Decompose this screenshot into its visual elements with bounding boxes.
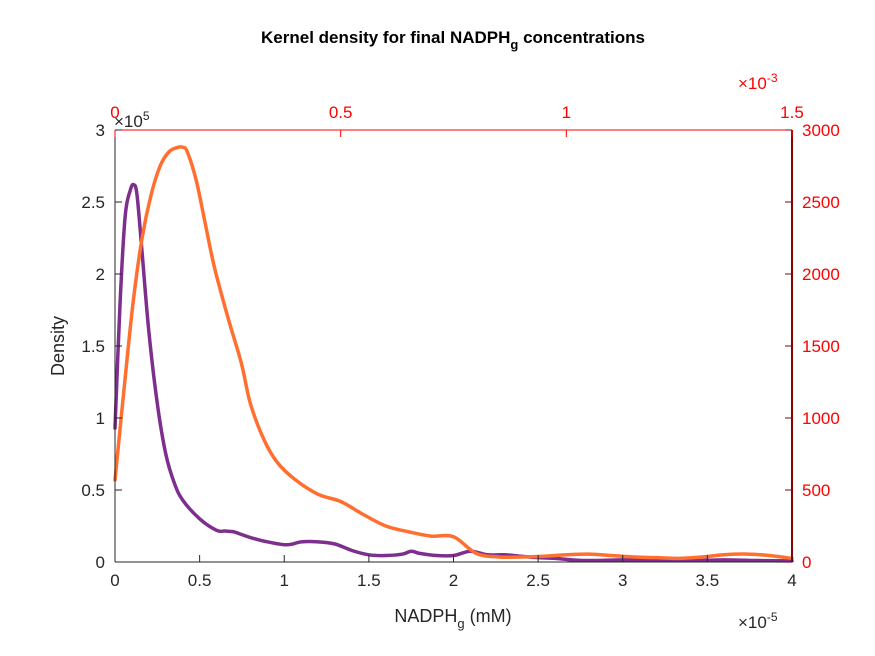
x-axis-label-subscript: g <box>457 616 464 631</box>
left-axis-tick-label: 0 <box>96 553 105 572</box>
bottom-axis-tick-label: 2 <box>449 571 458 590</box>
left-axis-exponent-base: ×10 <box>114 112 143 131</box>
bottom-axis-exponent-power: -5 <box>767 610 778 624</box>
left-axis-tick-label: 1.5 <box>81 337 105 356</box>
right-axis-tick-label: 3000 <box>802 121 840 140</box>
left-axis-exponent: ×105 <box>114 109 150 131</box>
bottom-axis-tick-label: 3 <box>618 571 627 590</box>
series-line-purple <box>113 182 794 563</box>
bottom-axis-tick-label: 1 <box>280 571 289 590</box>
top-axis-tick-label: 0 <box>110 103 119 122</box>
x-axis-label-suffix: (mM) <box>465 606 512 626</box>
x-axis-label-main: NADPH <box>394 606 457 626</box>
top-axis-tick-label: 1.5 <box>780 103 804 122</box>
left-axis-tick-label: 2.5 <box>81 193 105 212</box>
bottom-axis-exponent-base: ×10 <box>738 613 767 632</box>
chart-title: Kernel density for final NADPHg concentr… <box>261 28 645 52</box>
bottom-axis-tick-label: 1.5 <box>357 571 381 590</box>
axes-layer: 0 0.5 1 1.5 2 2.5 3 3.5 400.511.522.530 0.5 1 1.505… <box>81 103 839 590</box>
chart-title-subscript: g <box>510 37 518 52</box>
left-axis-tick-label: 1 <box>96 409 105 428</box>
top-axis-exponent-base: ×10 <box>738 74 767 93</box>
x-axis-label: NADPHg (mM) <box>394 606 511 631</box>
bottom-axis-tick-label: 2.5 <box>526 571 550 590</box>
bottom-axis-tick-label: 3.5 <box>696 571 720 590</box>
bottom-axis-tick-label: 0 <box>110 571 119 590</box>
top-axis-exponent: ×10-3 <box>738 71 778 93</box>
bottom-axis-tick-label: 4 <box>787 571 796 590</box>
right-axis-tick-label: 0 <box>802 553 811 572</box>
top-axis-tick-label: 0.5 <box>329 103 353 122</box>
bottom-axis-tick-label: 0.5 <box>188 571 212 590</box>
left-axis-tick-label: 0.5 <box>81 481 105 500</box>
right-axis-tick-label: 1500 <box>802 337 840 356</box>
right-axis-tick-label: 2000 <box>802 265 840 284</box>
chart-title-main: Kernel density for final NADPH <box>261 28 510 47</box>
chart-title-suffix: concentrations <box>518 28 645 47</box>
right-axis-tick-label: 500 <box>802 481 830 500</box>
series-line-orange <box>113 144 794 561</box>
right-axis-tick-label: 2500 <box>802 193 840 212</box>
right-axis-tick-label: 1000 <box>802 409 840 428</box>
top-axis-exponent-power: -3 <box>767 71 778 85</box>
series-layer <box>113 144 794 563</box>
left-axis-tick-label: 3 <box>96 121 105 140</box>
y-axis-label: Density <box>48 316 68 376</box>
top-axis-tick-label: 1 <box>562 103 571 122</box>
bottom-axis-exponent: ×10-5 <box>738 610 778 632</box>
left-axis-exponent-power: 5 <box>143 109 150 123</box>
left-axis-tick-label: 2 <box>96 265 105 284</box>
